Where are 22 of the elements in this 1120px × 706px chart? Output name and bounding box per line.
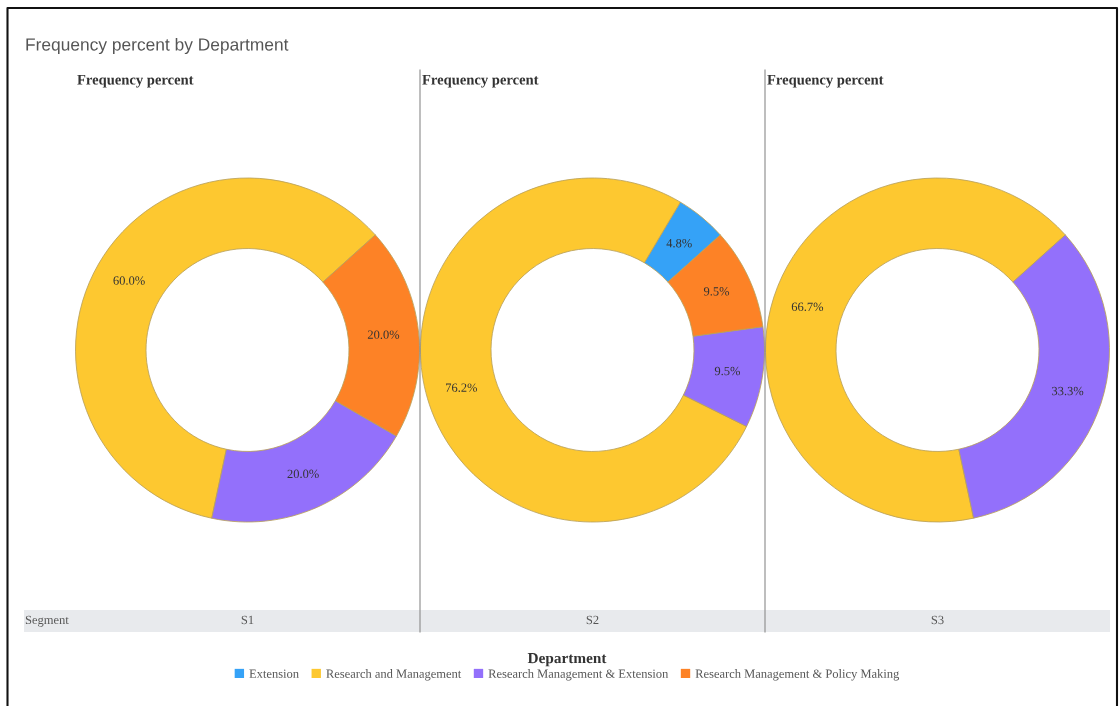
chart-subtitle: Frequency percent bbox=[77, 74, 194, 88]
legend-label: Research Management & Policy Making bbox=[695, 669, 900, 681]
data-label: 60.0% bbox=[113, 276, 145, 285]
data-label: 33.3% bbox=[1052, 386, 1084, 396]
data-label: 76.2% bbox=[446, 383, 478, 392]
slice-label: S2 bbox=[586, 615, 599, 625]
data-label: 9.5% bbox=[714, 366, 741, 376]
slice-label: S3 bbox=[931, 615, 944, 625]
data-label: 9.5% bbox=[703, 287, 730, 296]
data-label: 20.0% bbox=[367, 330, 400, 339]
text: Frequency percent bbox=[422, 74, 539, 88]
data-label: 66.7% bbox=[791, 302, 824, 312]
text: Segment bbox=[25, 615, 69, 627]
data-label: 4.8% bbox=[666, 238, 692, 248]
text: Frequency percent bbox=[767, 74, 884, 88]
legend-label: Extension bbox=[249, 669, 299, 678]
legend-label: Research Management & Extension bbox=[488, 669, 669, 681]
slice-label: S1 bbox=[241, 615, 254, 625]
legend-title: Department bbox=[527, 653, 607, 667]
data-label: 20.0% bbox=[287, 469, 319, 479]
legend-label: Research and Management bbox=[326, 669, 462, 681]
chart-title: Frequency percent by Department bbox=[26, 37, 289, 55]
